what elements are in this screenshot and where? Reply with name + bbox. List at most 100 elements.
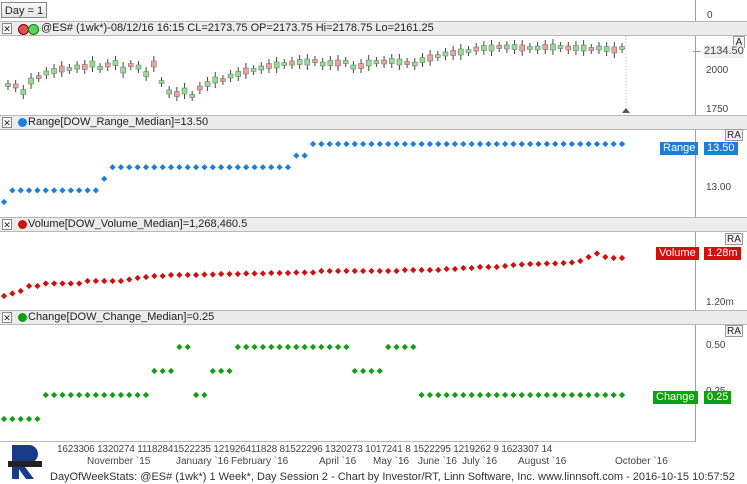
candle-body [350,64,357,70]
series-dot [468,391,475,399]
series-dot [376,140,383,148]
candle-body [212,76,218,84]
series-dot [552,140,559,148]
close-change-panel-button[interactable]: ✕ [2,312,12,323]
series-dot [485,391,492,399]
series-dot [451,140,459,148]
close-price-panel-button[interactable]: ✕ [2,23,12,34]
series-dot [326,140,333,148]
series-dot [50,391,58,399]
series-dot [593,140,601,148]
candle-body [35,75,42,79]
series-dot [117,164,125,171]
candle-body [596,45,602,51]
series-dot [393,267,400,275]
range-value-label: 13.50 [704,142,738,155]
series-dot [34,187,41,194]
series-dot [101,175,108,182]
series-dot [42,391,49,399]
series-dot [9,415,16,423]
range-chart[interactable] [0,130,696,215]
close-volume-panel-button[interactable]: ✕ [2,219,12,230]
series-dot [226,164,233,171]
top-toolbar [0,0,747,20]
series-dot [17,287,24,295]
series-dot [101,277,108,285]
series-dot [126,276,133,283]
series-dot [209,367,216,375]
candle-body [619,46,625,50]
range-series-icon [18,118,27,127]
range-panel-header: ✕ Range[DOW_Range_Median]=13.50 [0,115,747,130]
series-dot [301,343,308,351]
series-dot [535,391,542,399]
series-dot [17,187,24,194]
series-dot [359,267,367,275]
change-dot-series [0,343,626,423]
candle-body [404,61,410,65]
series-dot [451,265,459,273]
series-dot [201,164,208,171]
close-range-panel-button[interactable]: ✕ [2,117,12,128]
series-dot [293,152,300,159]
series-dot [368,267,375,275]
series-dot [610,391,617,399]
series-dot [234,164,241,171]
series-dot [585,253,592,261]
series-dot [84,187,91,194]
candle-body [82,64,88,70]
series-dot [493,140,500,148]
series-dot [92,187,99,194]
series-dot [334,267,342,275]
candlestick-series [5,39,625,101]
candle-body [373,60,380,64]
series-dot [117,277,125,285]
series-dot [610,140,617,148]
series-dot [401,343,408,351]
change-value-label: 0.25 [704,391,732,404]
series-dot [59,187,66,194]
series-dot [518,391,525,399]
volume-panel-title: Volume[DOW_Volume_Median]=1,268,460.5 [28,218,248,230]
investor-rt-logo [8,445,42,479]
candle-body [135,64,142,70]
series-dot [560,140,567,148]
series-dot [109,277,116,285]
series-dot [568,140,576,148]
range-ra-button[interactable]: RA [725,129,743,141]
series-dot [410,266,417,274]
series-dot [234,270,241,278]
series-dot [343,140,350,148]
volume-dot-series [0,250,626,300]
change-ra-button[interactable]: RA [725,325,743,337]
candle-body [496,45,502,49]
series-dot [268,269,275,277]
series-dot [117,391,125,399]
series-dot [159,367,166,375]
series-dot [535,260,542,268]
candle-body [43,70,50,76]
series-dot [159,164,166,171]
series-dot [192,391,200,399]
series-dot [126,164,133,171]
price-chart[interactable] [0,36,747,114]
change-chart[interactable] [0,325,696,440]
day-selector-button[interactable]: Day = 1 [1,2,47,18]
candle-body [481,45,487,51]
series-dot [151,164,158,171]
candle-body [243,67,249,75]
series-dot [418,391,425,399]
candle-body [427,54,433,62]
volume-chart[interactable] [0,232,696,310]
series-dot [543,260,550,267]
candle-body [235,71,241,77]
volume-ra-button[interactable]: RA [725,233,743,245]
series-dot [376,367,383,375]
series-dot [25,415,33,423]
series-dot [142,164,150,171]
month-label-jan16: January `16 [176,456,229,467]
series-dot [443,391,450,399]
series-dot [76,187,83,194]
change-series-label: Change [653,391,698,404]
series-dot [142,391,150,399]
